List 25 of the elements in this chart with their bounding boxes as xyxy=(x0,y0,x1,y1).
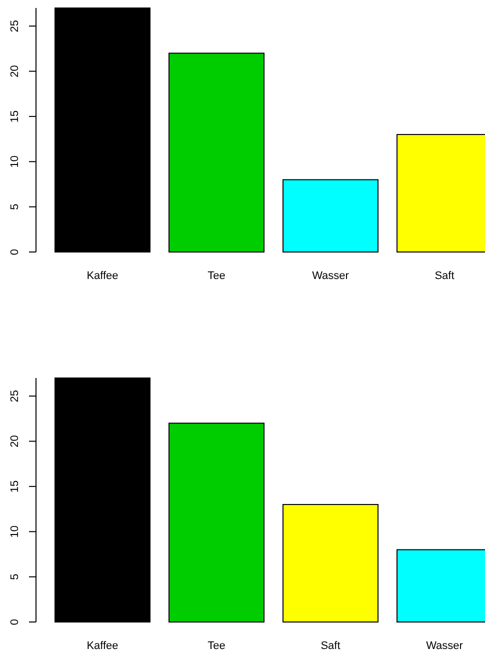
x-tick-label: Tee xyxy=(208,270,226,282)
y-tick-label: 10 xyxy=(9,526,21,538)
bar xyxy=(168,422,264,622)
x-tick-label: Saft xyxy=(320,640,340,652)
y-tick-label: 15 xyxy=(9,480,21,493)
y-tick-label: 0 xyxy=(9,618,21,626)
y-tick-label: 0 xyxy=(9,248,21,256)
y-tick-label: 20 xyxy=(9,435,21,448)
y-tick-label: 20 xyxy=(9,65,21,78)
x-tick-label: Wasser xyxy=(426,640,464,652)
y-tick-label: 5 xyxy=(9,204,21,210)
bar xyxy=(168,52,264,252)
x-tick-label: Wasser xyxy=(312,270,350,282)
x-tick-label: Kaffee xyxy=(86,640,118,652)
bar xyxy=(54,8,150,252)
y-tick-label: 25 xyxy=(9,20,21,32)
y-tick-label: 15 xyxy=(9,110,21,123)
y-tick-label: 25 xyxy=(9,390,21,402)
bar xyxy=(54,378,150,622)
bar xyxy=(282,179,378,252)
y-tick-label: 5 xyxy=(9,574,21,580)
x-tick-label: Kaffee xyxy=(86,270,118,282)
x-tick-label: Saft xyxy=(434,270,454,282)
x-tick-label: Tee xyxy=(208,640,226,652)
y-tick-label: 10 xyxy=(9,156,21,168)
